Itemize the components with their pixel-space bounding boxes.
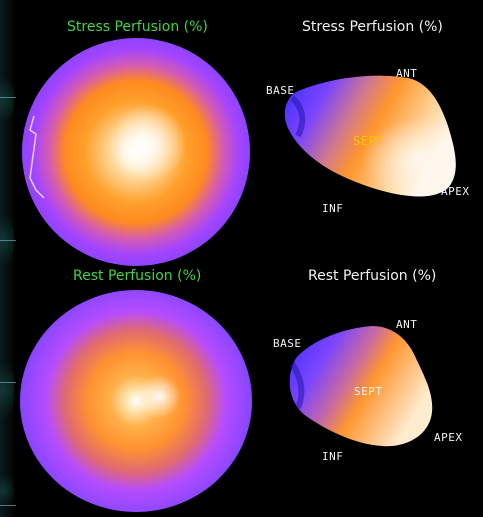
strip-tick <box>0 97 16 98</box>
strip-blob <box>0 70 14 130</box>
rest-label-apex: APEX <box>434 431 463 444</box>
stress-3d-title: Stress Perfusion (%) <box>302 19 443 35</box>
strip-tick <box>0 240 16 241</box>
strip-tick <box>0 382 16 383</box>
rest-3d-heart <box>289 326 433 447</box>
stress-bullseye-edge <box>29 115 45 199</box>
stress-3d-heart <box>284 75 456 197</box>
stress-bullseye-title: Stress Perfusion (%) <box>67 19 208 35</box>
stress-label-sept: SEPT <box>353 134 384 148</box>
rest-label-ant: ANT <box>396 318 418 331</box>
rest-label-inf: INF <box>322 450 344 463</box>
rest-3d-title: Rest Perfusion (%) <box>308 268 437 284</box>
rest-bullseye-title: Rest Perfusion (%) <box>73 268 202 284</box>
stress-label-ant: ANT <box>396 67 418 80</box>
rest-label-base: BASE <box>273 337 302 350</box>
strip-blob <box>0 350 14 430</box>
rest-label-sept: SEPT <box>354 385 383 398</box>
strip-blob <box>0 470 14 510</box>
stress-label-inf: INF <box>322 202 344 215</box>
stress-label-apex: APEX <box>441 185 470 198</box>
left-image-strip <box>0 0 16 517</box>
stress-label-base: BASE <box>266 84 295 97</box>
strip-tick <box>0 505 16 506</box>
stress-bullseye-map <box>22 38 250 266</box>
rest-bullseye-map <box>20 290 252 512</box>
